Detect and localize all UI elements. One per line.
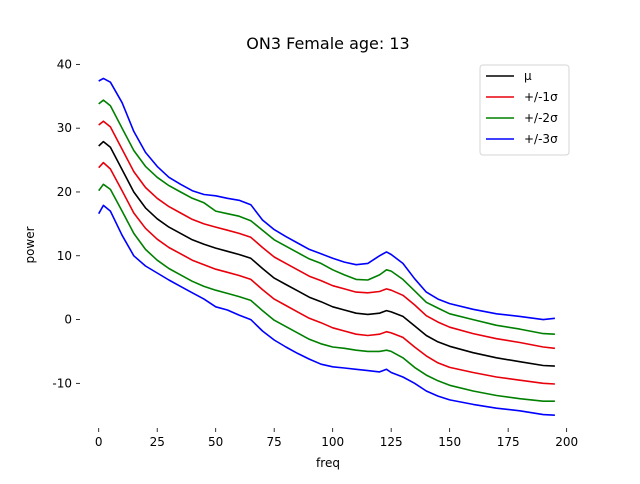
y-tick-label: 20: [57, 185, 72, 199]
x-tick-label: 125: [380, 435, 403, 449]
y-tick-label: 10: [57, 249, 72, 263]
chart-title: ON3 Female age: 13: [246, 34, 409, 53]
series-line-0: [98, 140, 555, 367]
y-tick-label: 40: [57, 57, 72, 71]
x-tick-label: 175: [497, 435, 520, 449]
series-line-6: [98, 204, 555, 416]
x-tick-label: 0: [95, 435, 103, 449]
legend-label: +/-2σ: [524, 111, 558, 125]
series-line-4: [98, 183, 555, 402]
x-tick-label: 50: [208, 435, 223, 449]
y-tick-label: 0: [64, 313, 72, 327]
x-axis: 0 25 50 75 100 125 150 175 200: [95, 428, 578, 449]
legend-box: [479, 64, 570, 156]
x-tick-label: 25: [150, 435, 165, 449]
series-line-1: [98, 120, 555, 350]
x-tick-label: 200: [555, 435, 578, 449]
legend-label: +/-3σ: [524, 132, 558, 146]
legend-label: μ: [524, 69, 532, 83]
y-axis-title: power: [23, 226, 37, 263]
y-tick-label: -10: [52, 376, 72, 390]
y-tick-label: 30: [57, 121, 72, 135]
series-line-5: [98, 77, 555, 321]
x-axis-title: freq: [316, 456, 340, 470]
series-line-2: [98, 161, 555, 385]
y-axis: -10 0 10 20 30 40: [52, 57, 80, 390]
x-tick-label: 100: [321, 435, 344, 449]
legend: μ +/-1σ +/-2σ +/-3σ: [479, 64, 570, 156]
series-layer: [98, 77, 555, 416]
x-tick-label: 150: [438, 435, 461, 449]
x-tick-label: 75: [267, 435, 282, 449]
series-line-3: [98, 99, 555, 335]
legend-label: +/-1σ: [524, 90, 558, 104]
